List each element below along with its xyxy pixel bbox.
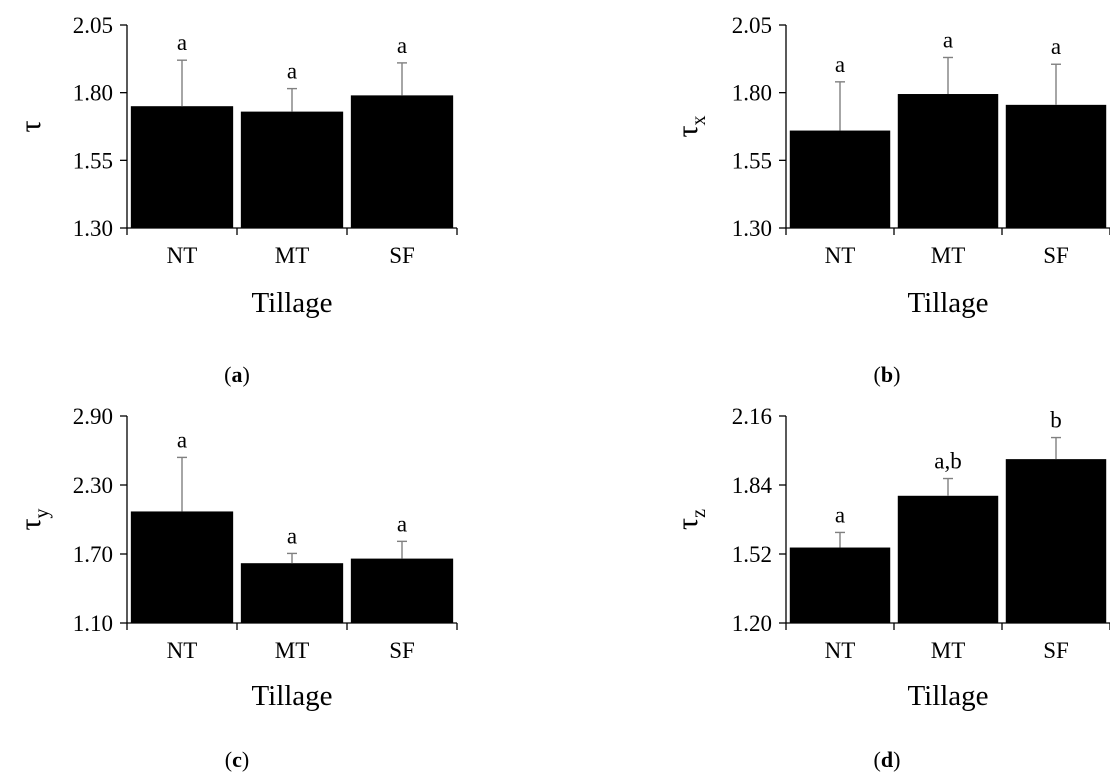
panel-tag: (a): [224, 362, 250, 387]
significance-label: a,b: [934, 449, 961, 474]
y-axis-title-subscript: x: [688, 115, 710, 125]
y-tick-label: 1.55: [732, 148, 772, 173]
panel-tag-close: ): [243, 362, 250, 387]
y-tick-label: 1.20: [732, 611, 772, 636]
x-axis-title: Tillage: [907, 680, 988, 712]
category-label: NT: [167, 638, 198, 663]
category-label: MT: [931, 243, 966, 268]
y-axis-title: τz: [671, 509, 710, 530]
significance-label: a: [1051, 34, 1061, 59]
bar-sf: [350, 558, 454, 623]
panel-tag-close: ): [893, 747, 900, 772]
y-axis-title-symbol: τ: [671, 125, 704, 137]
x-axis-title: Tillage: [251, 680, 332, 712]
x-axis-title: Tillage: [251, 287, 332, 319]
chart-panel-d: 1.20 1.52 1.84 2.16 a NT a,b MT b SF Tillage τz (d): [671, 404, 1110, 772]
category-label: SF: [389, 638, 415, 663]
y-tick-label: 2.05: [732, 13, 772, 38]
category-label: NT: [825, 243, 856, 268]
y-axis-title-subscript: z: [688, 509, 710, 518]
panel-tag-letter: b: [881, 362, 893, 387]
significance-label: a: [287, 59, 297, 84]
panel-tag-open: (: [224, 362, 231, 387]
y-axis-title: τy: [14, 508, 53, 530]
y-axis-title-symbol: τ: [14, 120, 47, 132]
bar-nt: [789, 547, 891, 623]
y-tick-label: 1.55: [73, 148, 113, 173]
y-tick-label: 1.52: [732, 542, 772, 567]
y-tick-label: 1.30: [732, 216, 772, 241]
y-tick-label: 1.30: [73, 216, 113, 241]
category-label: SF: [1043, 243, 1069, 268]
significance-label: a: [397, 33, 407, 58]
panel-tag-letter: c: [232, 747, 242, 772]
category-label: SF: [389, 243, 415, 268]
y-axis-title: τ: [14, 120, 47, 132]
category-label: MT: [931, 638, 966, 663]
significance-label: a: [177, 30, 187, 55]
significance-label: b: [1050, 408, 1062, 433]
panel-tag: (d): [874, 747, 901, 772]
panel-tag-open: (: [874, 362, 881, 387]
bar-sf: [1005, 459, 1107, 623]
panel-tag-open: (: [225, 747, 232, 772]
y-axis-title-subscript: y: [31, 508, 53, 518]
panel-tag-letter: d: [881, 747, 893, 772]
bar-nt: [130, 106, 234, 228]
y-tick-label: 1.70: [73, 542, 113, 567]
category-label: NT: [167, 243, 198, 268]
y-tick-label: 2.30: [73, 473, 113, 498]
bar-sf: [1005, 104, 1107, 228]
panel-tag-close: ): [893, 362, 900, 387]
significance-label: a: [397, 511, 407, 536]
y-axis-title: τx: [671, 115, 710, 137]
significance-label: a: [835, 52, 845, 77]
bar-sf: [350, 95, 454, 228]
panel-tag-open: (: [874, 747, 881, 772]
significance-label: a: [177, 427, 187, 452]
y-tick-label: 1.10: [73, 611, 113, 636]
category-label: SF: [1043, 638, 1069, 663]
bar-mt: [240, 563, 344, 623]
bar-mt: [897, 94, 999, 229]
y-tick-label: 2.90: [73, 404, 113, 429]
category-label: MT: [275, 243, 310, 268]
y-axis-title-symbol: τ: [14, 518, 47, 530]
chart-panel-b: 1.30 1.55 1.80 2.05 a NT a MT a SF Tillage τx (b): [671, 13, 1110, 387]
y-tick-label: 2.05: [73, 13, 113, 38]
y-tick-label: 2.16: [732, 404, 772, 429]
y-axis-title-symbol: τ: [671, 518, 704, 530]
significance-label: a: [943, 27, 953, 52]
bar-nt: [789, 130, 891, 228]
y-tick-label: 1.80: [732, 81, 772, 106]
panel-tag: (b): [874, 362, 901, 387]
y-tick-label: 1.84: [732, 473, 773, 498]
bar-nt: [130, 511, 234, 623]
significance-label: a: [835, 502, 845, 527]
panel-tag-close: ): [242, 747, 249, 772]
category-label: MT: [275, 638, 310, 663]
y-tick-label: 1.80: [73, 81, 113, 106]
category-label: NT: [825, 638, 856, 663]
chart-panel-c: 1.10 1.70 2.30 2.90 a NT a MT a SF Tillage τy (c): [14, 404, 458, 772]
significance-label: a: [287, 523, 297, 548]
x-axis-title: Tillage: [907, 287, 988, 319]
panel-tag: (c): [225, 747, 249, 772]
bar-mt: [897, 495, 999, 623]
bar-mt: [240, 111, 344, 228]
panel-tag-letter: a: [232, 362, 243, 387]
